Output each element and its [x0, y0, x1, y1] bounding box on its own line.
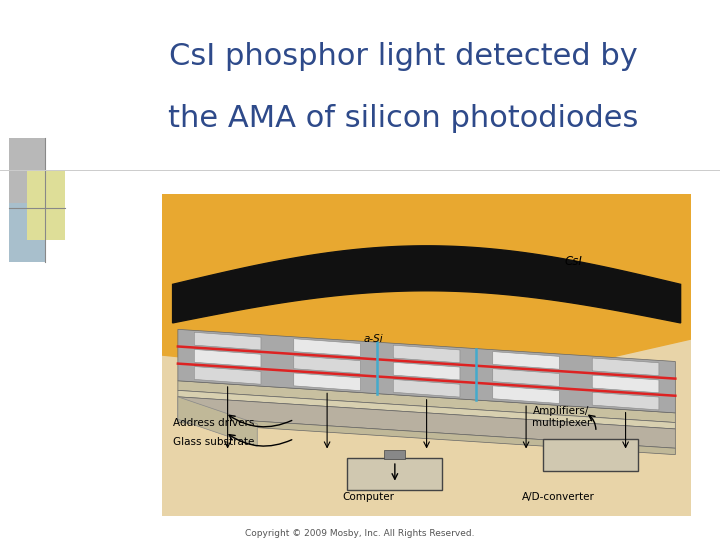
Polygon shape [178, 381, 675, 422]
Polygon shape [593, 358, 659, 376]
Polygon shape [173, 246, 680, 323]
Polygon shape [294, 356, 361, 374]
Polygon shape [178, 390, 675, 429]
Polygon shape [393, 345, 460, 363]
Polygon shape [194, 332, 261, 350]
Text: CsI phosphor light detected by: CsI phosphor light detected by [168, 42, 638, 71]
Polygon shape [194, 367, 261, 384]
Polygon shape [294, 373, 361, 390]
Polygon shape [593, 375, 659, 393]
Text: Glass substrate: Glass substrate [173, 437, 254, 447]
Text: the AMA of silicon photodiodes: the AMA of silicon photodiodes [168, 104, 639, 133]
Text: Computer: Computer [342, 491, 394, 502]
Polygon shape [178, 329, 675, 413]
Text: CsI: CsI [564, 255, 582, 268]
Polygon shape [593, 392, 659, 410]
Bar [384, 450, 405, 460]
Polygon shape [393, 362, 460, 380]
Polygon shape [492, 369, 559, 387]
Polygon shape [178, 416, 675, 455]
Polygon shape [492, 352, 559, 369]
Text: A/D-converter: A/D-converter [522, 491, 595, 502]
Polygon shape [178, 397, 257, 447]
Polygon shape [393, 380, 460, 397]
Text: a-Si: a-Si [363, 334, 383, 344]
Bar [543, 438, 638, 471]
Polygon shape [162, 194, 691, 387]
Text: Amplifiers/
multiplexer: Amplifiers/ multiplexer [533, 406, 592, 428]
Text: Copyright © 2009 Mosby, Inc. All Rights Reserved.: Copyright © 2009 Mosby, Inc. All Rights … [246, 529, 474, 538]
Text: Address drivers: Address drivers [173, 418, 254, 428]
Polygon shape [492, 386, 559, 403]
Polygon shape [178, 397, 675, 448]
Polygon shape [294, 339, 361, 356]
Polygon shape [194, 349, 261, 367]
Bar [347, 458, 443, 490]
